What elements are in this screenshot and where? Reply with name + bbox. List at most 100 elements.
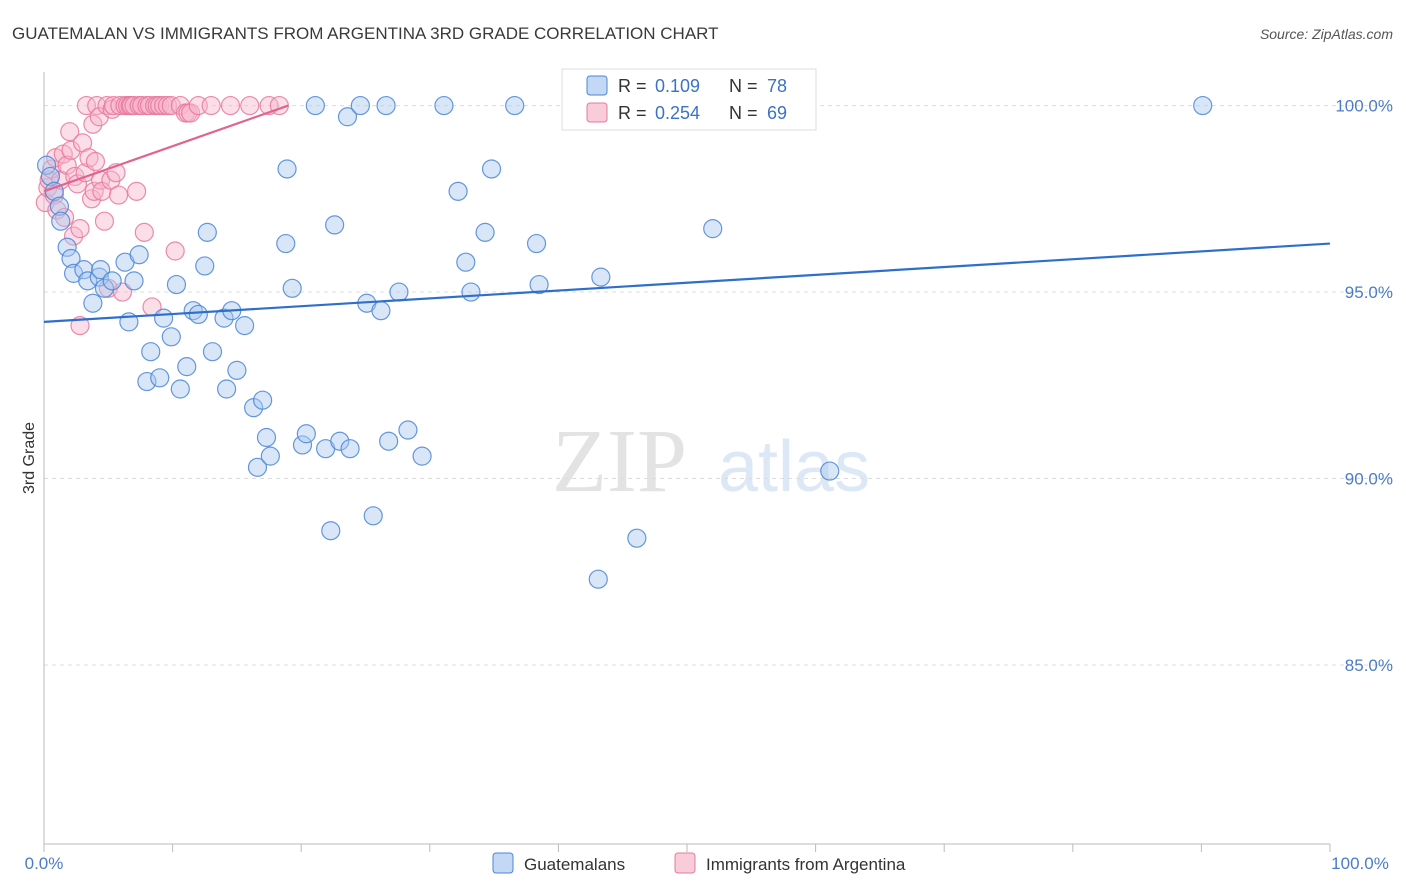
argentina-point-65 bbox=[240, 95, 260, 116]
guatemalans-point-31 bbox=[202, 342, 223, 362]
watermark-atlas: atlas bbox=[718, 427, 870, 507]
guatemalans-point-1 bbox=[40, 166, 61, 187]
argentina-point-10 bbox=[57, 155, 77, 175]
guatemalans-point-39 bbox=[253, 390, 273, 410]
legend-n-label-1: N = bbox=[729, 76, 758, 96]
guatemalans-point-60 bbox=[389, 282, 409, 302]
legend-n-label-2: N = bbox=[729, 103, 758, 123]
guatemalans-point-50 bbox=[325, 215, 345, 235]
guatemalans-point-72 bbox=[588, 569, 608, 589]
y-tick-label-2: 90.0% bbox=[1345, 470, 1393, 489]
guatemalans-point-23 bbox=[161, 327, 181, 347]
argentina-point-37 bbox=[110, 95, 130, 116]
guatemalans-point-71 bbox=[529, 274, 549, 295]
guatemalans-point-28 bbox=[188, 304, 208, 325]
guatemalans-point-47 bbox=[305, 95, 325, 116]
legend-n-value-1: 78 bbox=[767, 76, 787, 96]
argentina-point-21 bbox=[81, 189, 102, 209]
guatemalans-point-59 bbox=[379, 431, 399, 451]
guatemalans-point-62 bbox=[412, 446, 432, 466]
guatemalans-point-22 bbox=[153, 308, 174, 328]
argentina-point-11 bbox=[60, 122, 80, 142]
x-tick-marks bbox=[43, 844, 1331, 852]
legend-item-argentina-label: Immigrants from Argentina bbox=[706, 855, 906, 874]
guatemalans-point-73 bbox=[591, 267, 611, 287]
guatemalans-point-45 bbox=[292, 435, 313, 455]
guatemalans-point-67 bbox=[475, 222, 495, 242]
guatemalans-point-10 bbox=[83, 293, 103, 313]
y-tick-labels: 100.0% 95.0% 90.0% 85.0% bbox=[1335, 97, 1393, 675]
guatemalans-point-63 bbox=[434, 95, 454, 116]
guatemalans-point-36 bbox=[235, 316, 255, 336]
guatemalans-point-32 bbox=[214, 308, 234, 328]
guatemalans-point-33 bbox=[217, 379, 237, 399]
legend-item-guatemalans-swatch bbox=[492, 852, 514, 874]
guatemalans-point-17 bbox=[124, 271, 144, 291]
guatemalans-point-27 bbox=[183, 301, 203, 321]
legend-r-label-2: R = bbox=[618, 103, 647, 123]
legend-swatch-guatemalans bbox=[586, 75, 608, 96]
guatemalans-point-8 bbox=[74, 260, 94, 280]
x-tick-label-max: 100.0% bbox=[1331, 854, 1389, 873]
guatemalans-point-18 bbox=[129, 245, 149, 265]
legend-swatch-argentina bbox=[586, 102, 608, 123]
guatemalans-point-5 bbox=[57, 237, 77, 257]
guatemalans-point-40 bbox=[256, 427, 277, 448]
series-guatemalans-points bbox=[36, 95, 1213, 589]
y-axis-label: 3rd Grade bbox=[21, 422, 38, 494]
guatemalans-point-77 bbox=[820, 461, 840, 481]
guatemalans-point-4 bbox=[51, 211, 71, 231]
x-tick-label-min: 0.0% bbox=[25, 854, 64, 873]
legend-item-argentina-swatch bbox=[674, 852, 696, 874]
guatemalans-point-41 bbox=[260, 446, 280, 466]
argentina-point-9 bbox=[54, 207, 75, 228]
guatemalans-point-21 bbox=[150, 368, 170, 388]
argentina-point-22 bbox=[83, 114, 103, 134]
guatemalans-point-42 bbox=[276, 233, 296, 254]
legend-r-value-2: 0.254 bbox=[655, 103, 700, 123]
argentina-point-23 bbox=[84, 181, 104, 201]
guatemalans-point-11 bbox=[89, 267, 109, 287]
guatemalans-point-54 bbox=[350, 95, 370, 116]
chart-title: GUATEMALAN VS IMMIGRANTS FROM ARGENTINA … bbox=[12, 24, 719, 43]
guatemalans-point-75 bbox=[703, 219, 723, 239]
guatemalans-point-43 bbox=[277, 159, 297, 179]
series-argentina-points bbox=[35, 95, 289, 336]
guatemalans-point-0 bbox=[36, 155, 57, 175]
guatemalans-point-3 bbox=[49, 196, 70, 216]
argentina-point-13 bbox=[63, 226, 84, 246]
guatemalans-point-19 bbox=[137, 371, 157, 392]
argentina-point-57 bbox=[165, 241, 185, 261]
argentina-point-44 bbox=[126, 181, 147, 201]
guatemalans-point-35 bbox=[227, 360, 247, 380]
argentina-point-29 bbox=[94, 211, 115, 231]
guatemalans-point-68 bbox=[481, 159, 502, 179]
series-legend: Guatemalans Immigrants from Argentina bbox=[492, 852, 906, 874]
grid-layer bbox=[44, 105, 1394, 666]
correlation-legend: R = 0.109 N = 78 R = 0.254 N = 69 bbox=[561, 68, 817, 131]
guatemalans-point-58 bbox=[376, 95, 396, 116]
guatemalans-point-46 bbox=[296, 424, 316, 444]
argentina-point-16 bbox=[70, 219, 90, 239]
y-tick-label-1: 95.0% bbox=[1345, 283, 1393, 302]
legend-n-value-2: 69 bbox=[767, 103, 787, 123]
guatemalans-point-12 bbox=[90, 260, 111, 280]
guatemalans-point-26 bbox=[177, 357, 197, 377]
y-tick-label-0: 100.0% bbox=[1335, 97, 1393, 116]
argentina-point-61 bbox=[181, 103, 201, 123]
legend-item-guatemalans-label: Guatemalans bbox=[524, 855, 625, 874]
guatemalans-point-56 bbox=[363, 506, 383, 526]
guatemalans-point-69 bbox=[505, 95, 525, 116]
guatemalans-point-64 bbox=[448, 181, 468, 201]
guatemalans-point-20 bbox=[141, 342, 161, 362]
y-tick-label-3: 85.0% bbox=[1345, 656, 1393, 675]
guatemalans-point-78 bbox=[1193, 95, 1213, 116]
guatemalans-point-25 bbox=[170, 379, 190, 399]
guatemalans-point-13 bbox=[94, 278, 115, 298]
guatemalans-point-38 bbox=[247, 457, 268, 477]
guatemalans-point-49 bbox=[321, 521, 341, 541]
guatemalans-point-29 bbox=[195, 256, 215, 276]
trend-lines bbox=[43, 104, 1331, 323]
guatemalans-point-9 bbox=[78, 271, 98, 291]
